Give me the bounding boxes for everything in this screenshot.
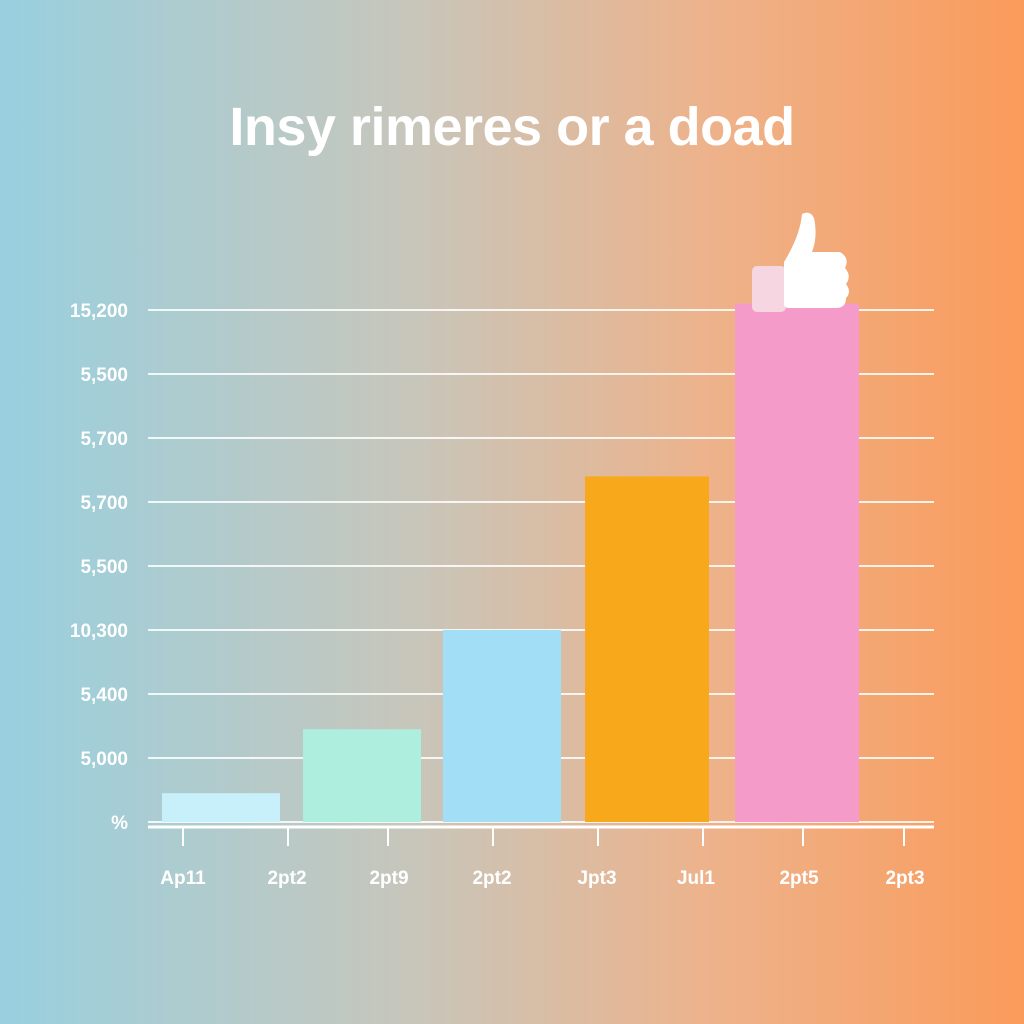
x-tick-label: 2pt2 — [472, 868, 511, 889]
x-axis — [148, 825, 934, 846]
bar — [585, 476, 709, 822]
chart-title: Insy rimeres or a doad — [229, 97, 795, 157]
x-axis-ticks: Ap11 2pt2 2pt9 2pt2 Jpt3 Jul1 2pt5 2pt3 — [160, 868, 924, 889]
bars — [162, 303, 859, 823]
y-tick-label: 5,700 — [80, 429, 128, 450]
y-tick-label: 5,000 — [80, 749, 128, 770]
y-tick-label: 5,500 — [80, 557, 128, 578]
y-tick-label: 5,400 — [80, 685, 128, 706]
x-tick-label: Ap11 — [160, 868, 206, 889]
bar — [303, 729, 421, 822]
x-tick-label: 2pt2 — [267, 868, 306, 889]
x-tick-label: 2pt5 — [779, 868, 819, 889]
bar — [735, 303, 859, 823]
y-tick-label: 5,700 — [80, 493, 128, 514]
y-tick-label: 15,200 — [70, 301, 128, 322]
bar — [162, 793, 280, 822]
x-tick-label: 2pt9 — [369, 868, 408, 889]
x-tick-label: Jpt3 — [577, 868, 616, 889]
y-axis-ticks: % 5,000 5,400 10,300 5,500 5,700 5,700 5,500 15,… — [70, 301, 128, 834]
bar — [443, 630, 561, 822]
y-tick-label: 10,300 — [70, 621, 128, 642]
x-tick-label: 2pt3 — [885, 868, 924, 889]
y-tick-label: % — [111, 813, 128, 834]
y-tick-label: 5,500 — [80, 365, 128, 386]
thumbs-up-icon — [752, 212, 849, 312]
x-tick-label: Jul1 — [677, 868, 715, 889]
